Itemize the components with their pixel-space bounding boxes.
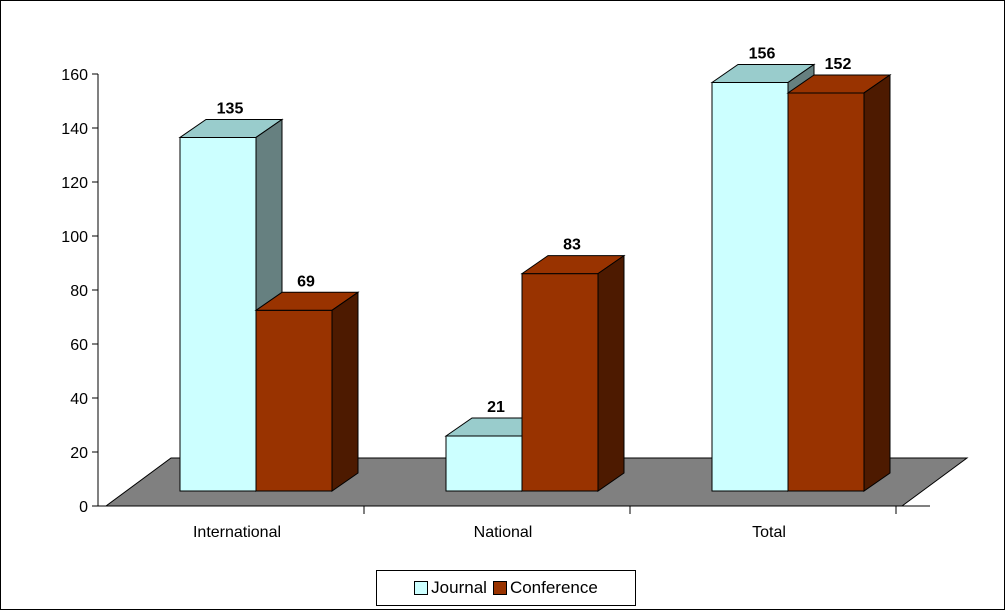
legend-item-journal: Journal [414,578,487,598]
data-label: 135 [217,100,244,117]
data-label: 21 [487,399,505,416]
data-label: 83 [563,237,581,254]
legend: Journal Conference [376,570,636,606]
y-tick-label: 0 [79,499,88,516]
y-tick-label: 20 [70,445,88,462]
x-tick-label: National [474,524,533,541]
x-tick-label: Total [752,524,786,541]
bar-conference-front [521,273,599,492]
bar-conference-side [331,291,359,492]
legend-label-conference: Conference [509,578,598,597]
bar-journal-front [179,136,257,492]
y-tick-label: 40 [70,391,88,408]
legend-swatch-conference [492,581,507,595]
y-tick-label: 60 [70,337,88,354]
y-tick-label: 100 [61,229,88,246]
data-label: 152 [825,56,852,73]
bar-conference-front [255,309,333,492]
bar-journal-front [711,81,789,492]
legend-swatch-journal [414,581,429,595]
legend-label-journal: Journal [431,578,487,597]
bar-journal-front [445,435,523,492]
data-label: 69 [297,273,315,290]
bar-conference-front [787,92,865,492]
y-tick-label: 80 [70,283,88,300]
y-tick-label: 140 [61,121,88,138]
x-tick-label: International [193,524,281,541]
legend-item-conference: Conference [492,578,598,598]
data-label: 156 [749,45,776,62]
bar-conference-side [597,254,625,492]
bar-conference-side [863,73,891,492]
y-tick-label: 120 [61,175,88,192]
y-tick-label: 160 [61,67,88,84]
